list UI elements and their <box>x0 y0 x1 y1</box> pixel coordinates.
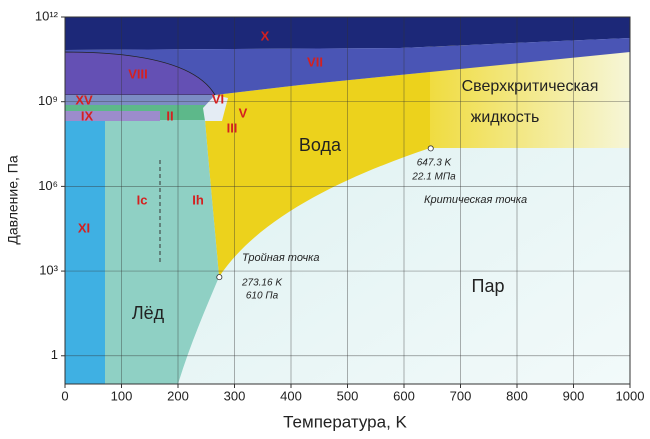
region-label: XI <box>78 220 90 235</box>
x-tick-label: 600 <box>393 388 415 403</box>
ice-ix-region <box>65 111 160 121</box>
y-tick-label: 10⁶ <box>38 178 58 193</box>
point-label: 647.3 K <box>417 158 453 169</box>
x-axis-label: Температура, K <box>283 412 407 431</box>
point-name: Критическая точка <box>424 194 527 206</box>
point-marker <box>427 145 434 152</box>
x-tick-label: 800 <box>506 388 528 403</box>
x-tick-label: 900 <box>563 388 585 403</box>
region-label: X <box>261 28 270 43</box>
y-axis-label: Давление, Па <box>5 155 21 245</box>
y-tick-label: 10³ <box>39 263 58 278</box>
region-label: Ih <box>192 192 204 207</box>
x-tick-label: 300 <box>224 388 246 403</box>
point-label: 610 Па <box>246 291 279 302</box>
y-tick-label: 10¹² <box>35 8 59 23</box>
region-label: II <box>166 108 173 123</box>
x-tick-label: 0 <box>61 388 68 403</box>
region-label: V <box>239 105 248 120</box>
region-label: жидкость <box>471 109 540 126</box>
region-label: Вода <box>299 135 342 155</box>
x-tick-label: 700 <box>450 388 472 403</box>
point-name: Тройная точка <box>242 252 319 264</box>
region-label: Лёд <box>132 303 165 323</box>
region-label: VIII <box>128 66 148 81</box>
region-label: XV <box>75 92 93 107</box>
y-tick-label: 10⁹ <box>38 93 58 108</box>
x-tick-label: 200 <box>167 388 189 403</box>
region-label: Ic <box>137 192 148 207</box>
region-label: Пар <box>472 276 505 296</box>
ice-xi-region <box>65 120 105 384</box>
y-tick-label: 1 <box>51 347 58 362</box>
region-label: III <box>227 120 238 135</box>
region-label: IX <box>81 108 94 123</box>
x-tick-label: 400 <box>280 388 302 403</box>
region-label: Сверхкритическая <box>462 78 599 95</box>
point-label: 273.16 K <box>241 278 283 289</box>
point-label: 22.1 МПа <box>411 172 456 183</box>
x-tick-label: 500 <box>337 388 359 403</box>
ice-viii-region <box>64 51 216 96</box>
region-label: VI <box>212 91 224 106</box>
x-tick-label: 1000 <box>616 388 645 403</box>
point-marker <box>216 274 223 281</box>
ice-xv-region <box>65 95 215 105</box>
region-label: VII <box>307 54 323 69</box>
x-tick-label: 100 <box>111 388 133 403</box>
